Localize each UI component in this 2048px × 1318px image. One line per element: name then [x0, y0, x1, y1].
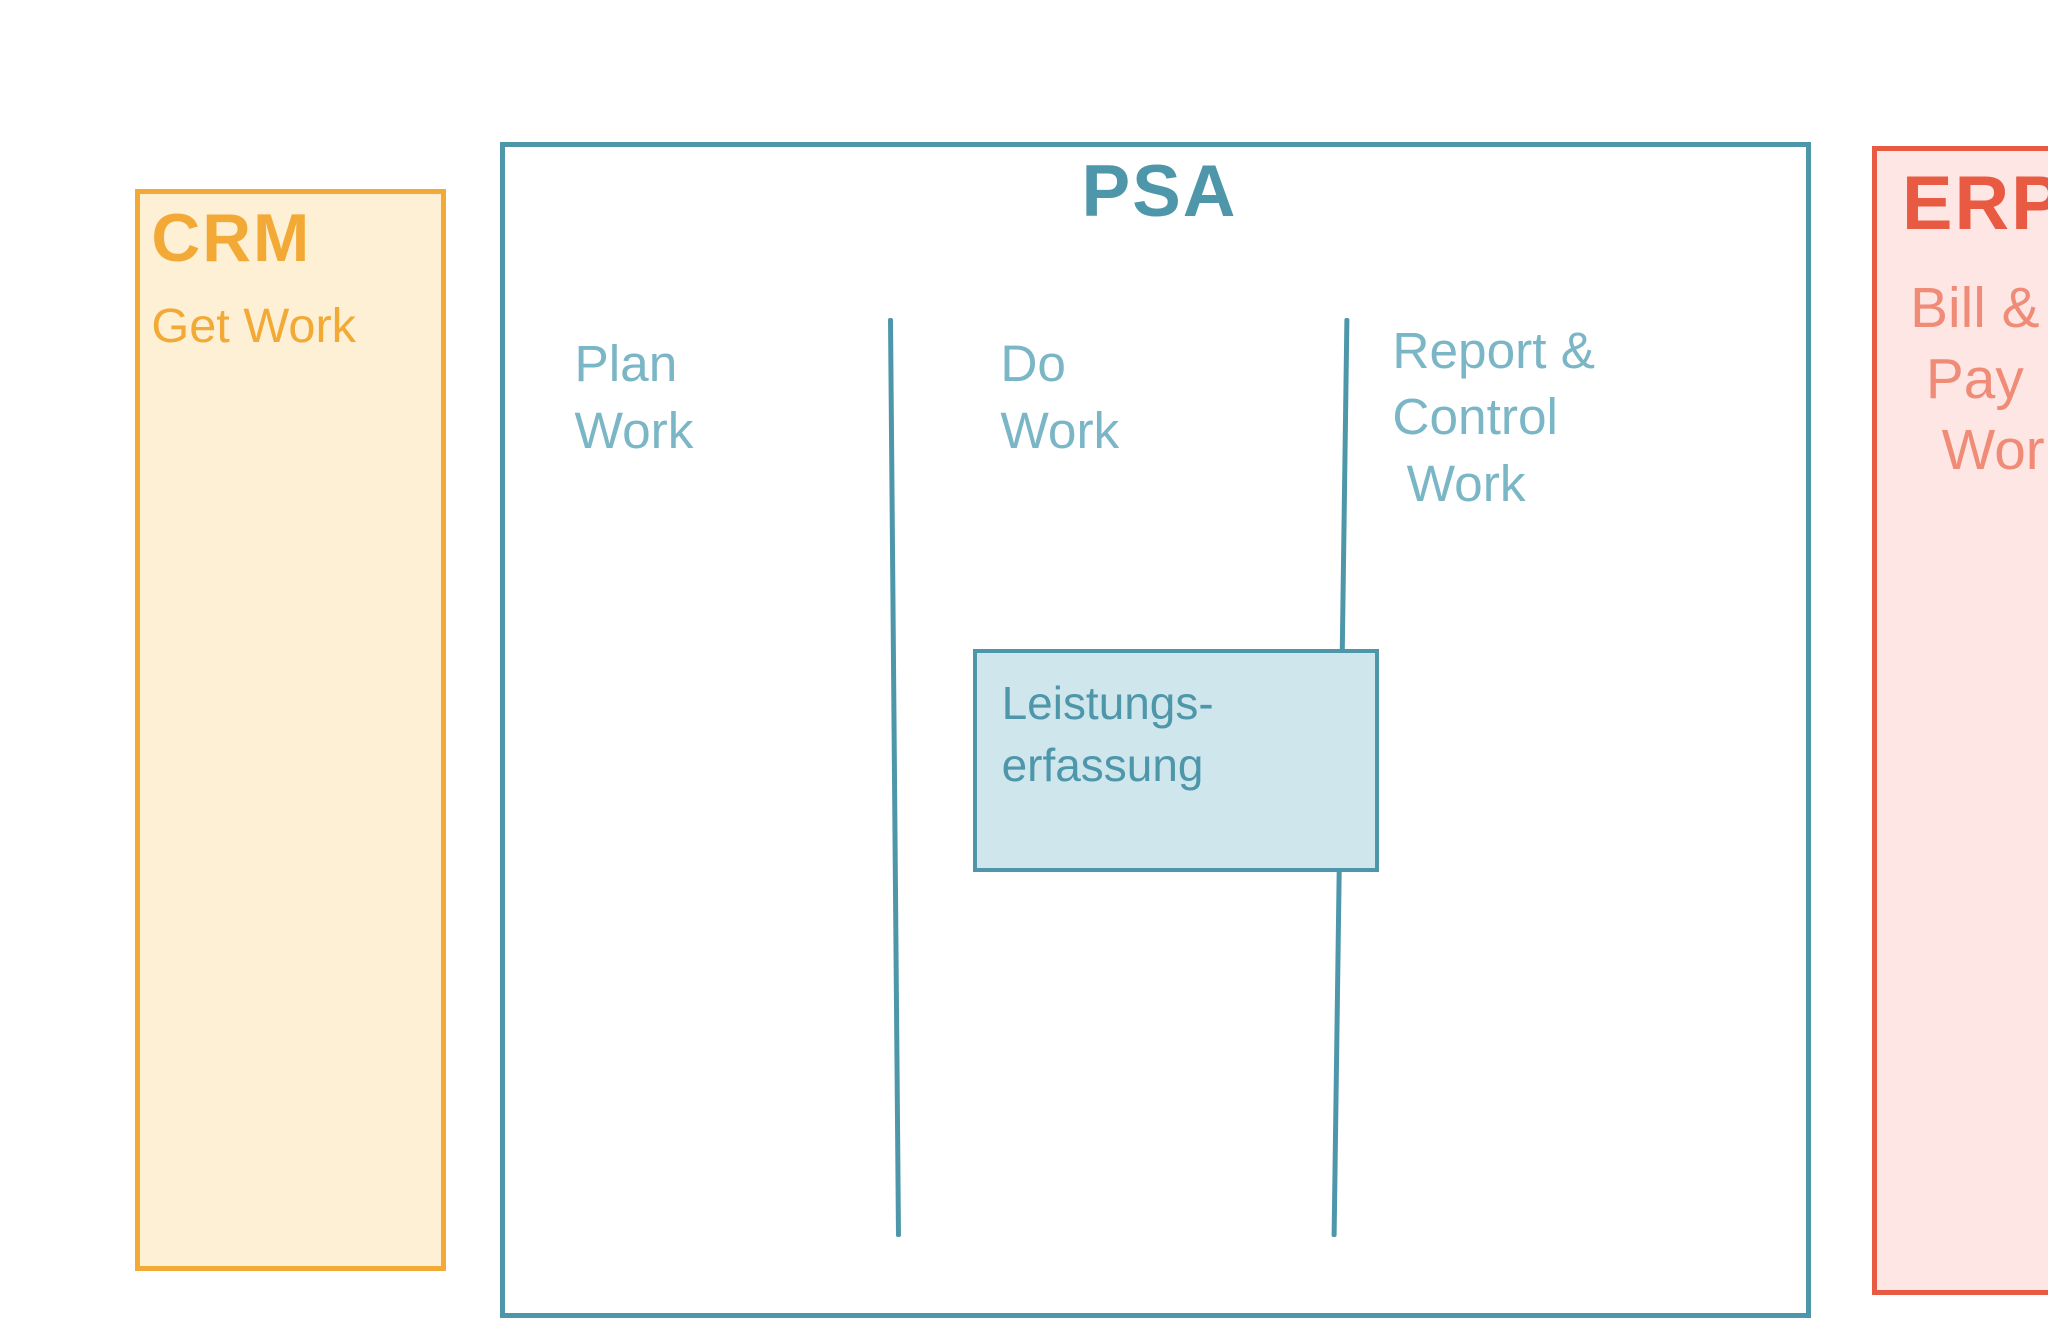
- erp-title: ERP: [1902, 160, 2048, 247]
- psa-column-do-label: Do Work: [1000, 331, 1119, 465]
- crm-subtitle: Get Work: [151, 295, 356, 358]
- psa-inner-box-leistungserfassung: Leistungs- erfassung: [973, 649, 1379, 872]
- psa-title: PSA: [1081, 150, 1237, 233]
- psa-column-report-label: Report & Control Work: [1392, 318, 1595, 518]
- psa-column-plan-label: Plan Work: [575, 331, 694, 465]
- psa-inner-box-label: Leistungs- erfassung: [1002, 672, 1214, 796]
- erp-subtitle: Bill & Pay Work: [1910, 274, 2048, 487]
- crm-title: CRM: [151, 200, 311, 277]
- diagram-canvas: CRM Get Work PSA Plan Work Do Work Repor…: [0, 0, 2048, 1068]
